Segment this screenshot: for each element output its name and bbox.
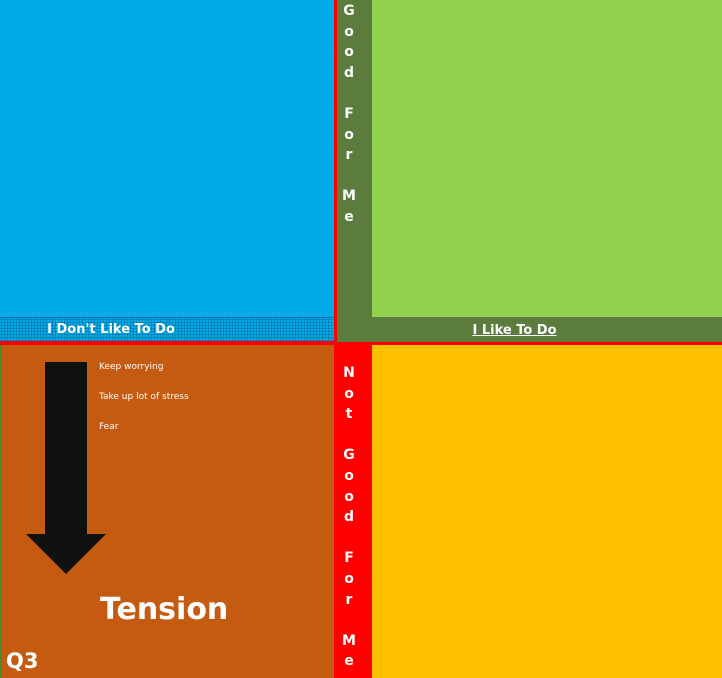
vertical-letter — [347, 83, 352, 104]
arrow-down-shape — [26, 362, 106, 574]
vertical-letter — [347, 528, 352, 549]
arrow-down-icon — [26, 362, 106, 574]
vertical-letter: F — [344, 105, 354, 122]
vertical-letter: M — [342, 188, 356, 205]
vertical-letter: t — [345, 406, 353, 423]
vertical-letter: e — [344, 208, 354, 225]
vertical-letter: o — [344, 23, 354, 40]
horizontal-divider — [0, 342, 722, 345]
q3-item: Take up lot of stress — [99, 392, 189, 402]
label-dont-like-to-do: I Don't Like To Do — [47, 322, 175, 337]
quadrant-dont-like-good — [0, 0, 334, 317]
vertical-letter: M — [342, 632, 356, 649]
vertical-letter: o — [344, 467, 354, 484]
q3-item-list: Keep worrying Take up lot of stress Fear — [99, 360, 189, 450]
q3-left-edge — [0, 345, 2, 678]
vertical-letter: o — [344, 385, 354, 402]
vertical-letter: N — [343, 365, 355, 381]
quadrant-like-good — [372, 0, 722, 317]
vertical-letter — [347, 610, 352, 631]
vertical-letter: F — [344, 550, 354, 567]
vertical-letter: G — [343, 447, 355, 464]
vertical-letter: G — [343, 3, 355, 19]
q3-item: Keep worrying — [99, 362, 164, 372]
quadrant-like-not-good — [372, 345, 722, 678]
vertical-letter: d — [343, 509, 355, 526]
vertical-letter: o — [344, 488, 354, 505]
vertical-letter — [347, 425, 352, 446]
label-like-to-do: I Like To Do — [472, 323, 557, 338]
vertical-letter: r — [345, 591, 353, 608]
vertical-letter: e — [344, 653, 354, 670]
vertical-letter — [347, 166, 352, 187]
vertical-letter: o — [344, 126, 354, 143]
quadrant-tag: Q3 — [6, 649, 39, 673]
vertical-letter: o — [344, 570, 354, 587]
vertical-letter: d — [343, 64, 355, 81]
vertical-letter: o — [344, 44, 354, 61]
dont-like-label-bar — [0, 317, 334, 341]
not-good-for-me-strip — [334, 345, 372, 678]
q3-item: Fear — [99, 422, 119, 432]
q3-heading: Tension — [100, 592, 229, 627]
vertical-letter: r — [345, 147, 353, 164]
